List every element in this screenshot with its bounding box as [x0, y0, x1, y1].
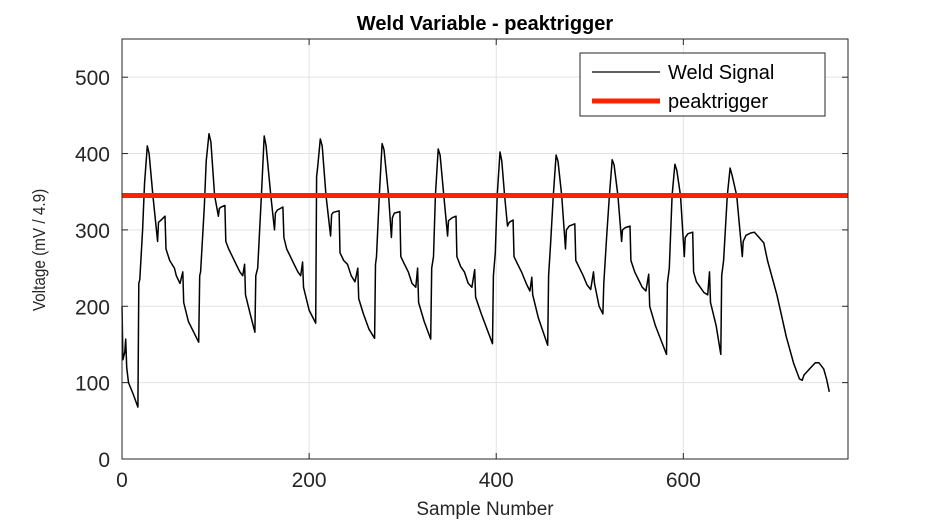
y-tick-label: 0 — [98, 449, 110, 472]
axis-ticks: 0 200 400 600 0 100 200 300 400 500 — [75, 39, 848, 492]
legend: Weld Signal peaktrigger — [579, 52, 826, 117]
x-tick-label: 0 — [116, 469, 128, 492]
legend-box — [579, 52, 826, 117]
y-tick-label: 400 — [75, 144, 110, 167]
plot-frame — [121, 38, 849, 460]
chart-title: Weld Variable - peaktrigger — [357, 13, 614, 35]
y-tick-label: 100 — [75, 373, 110, 396]
y-tick-label: 500 — [75, 67, 110, 90]
series-layer — [121, 132, 848, 408]
x-axis-label: Sample Number — [416, 499, 554, 520]
x-tick-label: 400 — [479, 469, 514, 492]
x-tick-label: 200 — [292, 469, 327, 492]
series-line-weld-signal — [121, 132, 831, 408]
legend-label-weld-signal: Weld Signal — [668, 62, 774, 84]
legend-label-peaktrigger: peaktrigger — [668, 91, 768, 113]
y-axis-label: Voltage (mV / 4.9) — [29, 189, 49, 311]
x-tick-label: 600 — [666, 469, 701, 492]
y-tick-label: 300 — [75, 220, 110, 243]
y-tick-label: 200 — [75, 296, 110, 319]
